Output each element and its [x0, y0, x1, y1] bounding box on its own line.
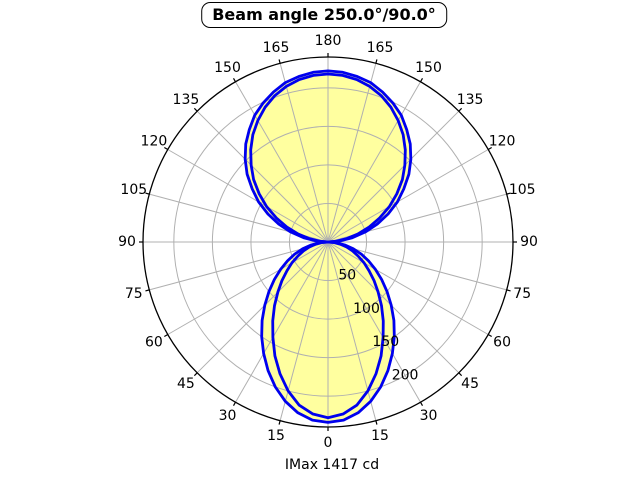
angle-label-30-left: 30 — [219, 408, 237, 424]
angle-label-150-right: 150 — [415, 60, 442, 76]
radial-label-200: 200 — [392, 368, 419, 384]
angle-label-75-right: 75 — [513, 286, 531, 302]
angle-tick — [506, 289, 511, 292]
angle-tick — [164, 146, 169, 151]
angle-label-150-left: 150 — [214, 60, 241, 76]
angle-tick — [193, 107, 198, 112]
angle-label-45-left: 45 — [177, 376, 195, 392]
angle-tick — [487, 333, 492, 338]
angle-tick — [375, 420, 378, 425]
beam-curve-plane-narrow — [249, 72, 407, 420]
grid-circle — [211, 125, 445, 359]
angle-label-75-left: 75 — [125, 286, 143, 302]
angle-label-60-right: 60 — [493, 335, 511, 351]
angle-label-90-left: 90 — [118, 234, 136, 250]
angle-label-180-right: 180 — [315, 33, 342, 49]
grid-circle — [250, 164, 406, 320]
angle-label-15-right: 15 — [371, 428, 389, 444]
angle-tick — [145, 289, 150, 292]
angle-label-120-right: 120 — [489, 134, 516, 150]
angle-label-45-right: 45 — [461, 376, 479, 392]
angle-label-165-right: 165 — [367, 40, 394, 56]
imax-label: IMax 1417 cd — [284, 457, 380, 473]
chart-title: Beam angle 250.0°/90.0° — [201, 2, 447, 28]
angle-label-135-right: 135 — [457, 92, 484, 108]
angle-label-105-right: 105 — [509, 182, 536, 198]
angle-tick — [193, 372, 198, 377]
angle-tick — [232, 401, 237, 406]
angle-label-120-left: 120 — [141, 134, 168, 150]
radial-label-150: 150 — [372, 334, 399, 350]
angle-tick — [458, 107, 463, 112]
angle-tick — [164, 333, 169, 338]
angle-tick — [419, 401, 424, 406]
grid-circle — [288, 202, 368, 282]
angle-tick — [278, 59, 281, 64]
angle-label-165-left: 165 — [263, 40, 290, 56]
angle-label-105-left: 105 — [120, 182, 147, 198]
angle-label-15-left: 15 — [267, 428, 285, 444]
radial-label-100: 100 — [353, 301, 380, 317]
angle-tick — [232, 78, 237, 83]
angle-label-90-right: 90 — [520, 234, 538, 250]
angle-tick — [487, 146, 492, 151]
angle-tick — [506, 192, 511, 195]
angle-tick — [278, 420, 281, 425]
angle-label-0-right: 0 — [324, 435, 333, 451]
angle-label-30-right: 30 — [420, 408, 438, 424]
angle-tick — [419, 78, 424, 83]
radial-label-50: 50 — [338, 267, 356, 283]
beam-curve-plane-wide — [243, 69, 413, 424]
grid-circle — [173, 87, 483, 397]
angle-tick — [375, 59, 378, 64]
angle-label-60-left: 60 — [145, 335, 163, 351]
angle-tick — [458, 372, 463, 377]
angle-tick — [145, 192, 150, 195]
angle-label-135-left: 135 — [173, 92, 200, 108]
